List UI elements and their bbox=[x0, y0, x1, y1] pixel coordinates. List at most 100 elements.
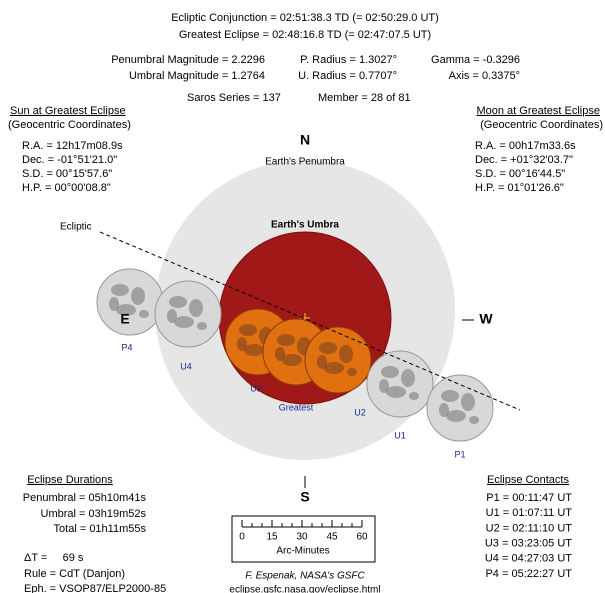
moon-crater bbox=[381, 366, 399, 378]
moon-crater bbox=[347, 368, 357, 376]
saros: Saros Series = 137 bbox=[187, 92, 281, 104]
moon-crater bbox=[317, 355, 327, 369]
moon-crater bbox=[116, 304, 136, 316]
gamma: Gamma = -0.3296 bbox=[431, 54, 520, 66]
sun-line: Dec. = -01°51'21.0" bbox=[22, 154, 117, 166]
moon-crater bbox=[167, 309, 177, 323]
moon-crater bbox=[339, 345, 353, 363]
moon-crater bbox=[237, 337, 247, 351]
moon bbox=[304, 326, 372, 394]
scale: 0 15 30 45 60 bbox=[239, 520, 368, 543]
credit-url: eclipse.gsfc.nasa.gov/eclipse.html bbox=[229, 585, 380, 593]
moon-crater bbox=[379, 379, 389, 393]
sun-line: R.A. = 12h17m08.9s bbox=[22, 140, 123, 152]
moon-crater bbox=[189, 299, 203, 317]
west: W bbox=[479, 311, 493, 327]
u-radius: U. Radius = 0.7707° bbox=[298, 70, 397, 82]
scale-tick-label: 30 bbox=[296, 532, 308, 543]
moon bbox=[366, 350, 434, 418]
contact-line: U2 = 02:11:10 UT bbox=[486, 522, 573, 534]
contact-line: U1 = 01:07:11 UT bbox=[486, 507, 573, 519]
moon-line: H.P. = 01°01'26.6" bbox=[475, 182, 564, 194]
member: Member = 28 of 81 bbox=[318, 92, 411, 104]
credit-author: F. Espenak, NASA's GSFC bbox=[245, 571, 365, 582]
position-label: U4 bbox=[180, 361, 192, 371]
scale-tick-label: 45 bbox=[326, 532, 338, 543]
moon bbox=[154, 280, 222, 348]
axis: Axis = 0.3375° bbox=[449, 70, 520, 82]
moon-title: Moon at Greatest Eclipse bbox=[476, 105, 600, 117]
position-label: P1 bbox=[454, 449, 465, 459]
contacts: P1 = 00:11:47 UT U1 = 01:07:11 UT U2 = 02:… bbox=[485, 492, 572, 580]
moon-crater bbox=[439, 403, 449, 417]
moon-crater bbox=[174, 316, 194, 328]
contact-line: U3 = 03:23:05 UT bbox=[485, 538, 572, 550]
moon-crater bbox=[139, 310, 149, 318]
moon-crater bbox=[131, 287, 145, 305]
moon-disk bbox=[304, 326, 372, 394]
penumbra-label: Earth's Penumbra bbox=[265, 157, 345, 168]
south: S bbox=[300, 489, 309, 505]
contacts-title: Eclipse Contacts bbox=[487, 474, 569, 486]
contact-line: P1 = 00:11:47 UT bbox=[486, 492, 572, 504]
moon-crater bbox=[446, 410, 466, 422]
scale-tick-label: 0 bbox=[239, 532, 245, 543]
moon-crater bbox=[277, 334, 295, 346]
moon-crater bbox=[169, 296, 187, 308]
scale-tick-label: 15 bbox=[266, 532, 278, 543]
durations-title: Eclipse Durations bbox=[27, 474, 113, 486]
position-label: U1 bbox=[394, 430, 406, 440]
position-label: U2 bbox=[354, 407, 366, 417]
ephemeris: Eph. = VSOP87/ELP2000-85 bbox=[24, 583, 166, 593]
moon-crater bbox=[197, 322, 207, 330]
scale-label: Arc-Minutes bbox=[276, 546, 329, 557]
contact-line: P4 = 05:22:27 UT bbox=[485, 568, 572, 580]
moon-crater bbox=[461, 393, 475, 411]
contact-line: U4 = 04:27:03 UT bbox=[485, 553, 572, 565]
sun-subtitle: (Geocentric Coordinates) bbox=[8, 119, 131, 131]
position-label: P4 bbox=[121, 342, 132, 352]
moon-crater bbox=[324, 362, 344, 374]
delta-t: ΔT = 69 s bbox=[24, 552, 84, 564]
moon-crater bbox=[386, 386, 406, 398]
moon-crater bbox=[441, 390, 459, 402]
moon-crater bbox=[319, 342, 337, 354]
moon-crater bbox=[401, 369, 415, 387]
moon-crater bbox=[239, 324, 257, 336]
umbral-magnitude: Umbral Magnitude = 1.2764 bbox=[129, 70, 265, 82]
duration-line: Umbral = 03h19m52s bbox=[41, 508, 147, 520]
moon-line: R.A. = 00h17m33.6s bbox=[475, 140, 576, 152]
conjunction: Ecliptic Conjunction = 02:51:38.3 TD (= … bbox=[171, 12, 439, 24]
umbra-label: Earth's Umbra bbox=[271, 220, 339, 231]
moon-crater bbox=[469, 416, 479, 424]
rule: Rule = CdT (Danjon) bbox=[24, 568, 125, 580]
greatest-eclipse: Greatest Eclipse = 02:48:16.8 TD (= 02:4… bbox=[179, 29, 431, 41]
penumbral-magnitude: Penumbral Magnitude = 2.2296 bbox=[111, 54, 265, 66]
sun-title: Sun at Greatest Eclipse bbox=[10, 105, 126, 117]
moon bbox=[96, 268, 164, 336]
position-label: Greatest bbox=[279, 402, 314, 412]
moon-line: S.D. = 00°16'44.5" bbox=[475, 168, 565, 180]
p-radius: P. Radius = 1.3027° bbox=[300, 54, 397, 66]
moon bbox=[426, 374, 494, 442]
scale-tick-label: 60 bbox=[356, 532, 368, 543]
moon-crater bbox=[244, 344, 264, 356]
moon-crater bbox=[109, 297, 119, 311]
moon-positions: P4 U4 U3 Greatest U2 U1 P1 bbox=[96, 268, 494, 459]
duration-line: Penumbral = 05h10m41s bbox=[23, 492, 147, 504]
moon-crater bbox=[275, 347, 285, 361]
moon-subtitle: (Geocentric Coordinates) bbox=[480, 119, 603, 131]
north: N bbox=[300, 132, 310, 148]
moon-disk bbox=[96, 268, 164, 336]
moon-crater bbox=[282, 354, 302, 366]
east: E bbox=[120, 311, 129, 327]
moon-disk bbox=[154, 280, 222, 348]
ecliptic-label: Ecliptic bbox=[60, 222, 92, 233]
ecliptic-line bbox=[99, 231, 521, 411]
scale-box bbox=[231, 515, 376, 563]
duration-line: Total = 01h11m55s bbox=[54, 523, 147, 535]
moon-crater bbox=[111, 284, 129, 296]
moon-line: Dec. = +01°32'03.7" bbox=[475, 154, 573, 166]
position-label: U3 bbox=[250, 383, 262, 393]
